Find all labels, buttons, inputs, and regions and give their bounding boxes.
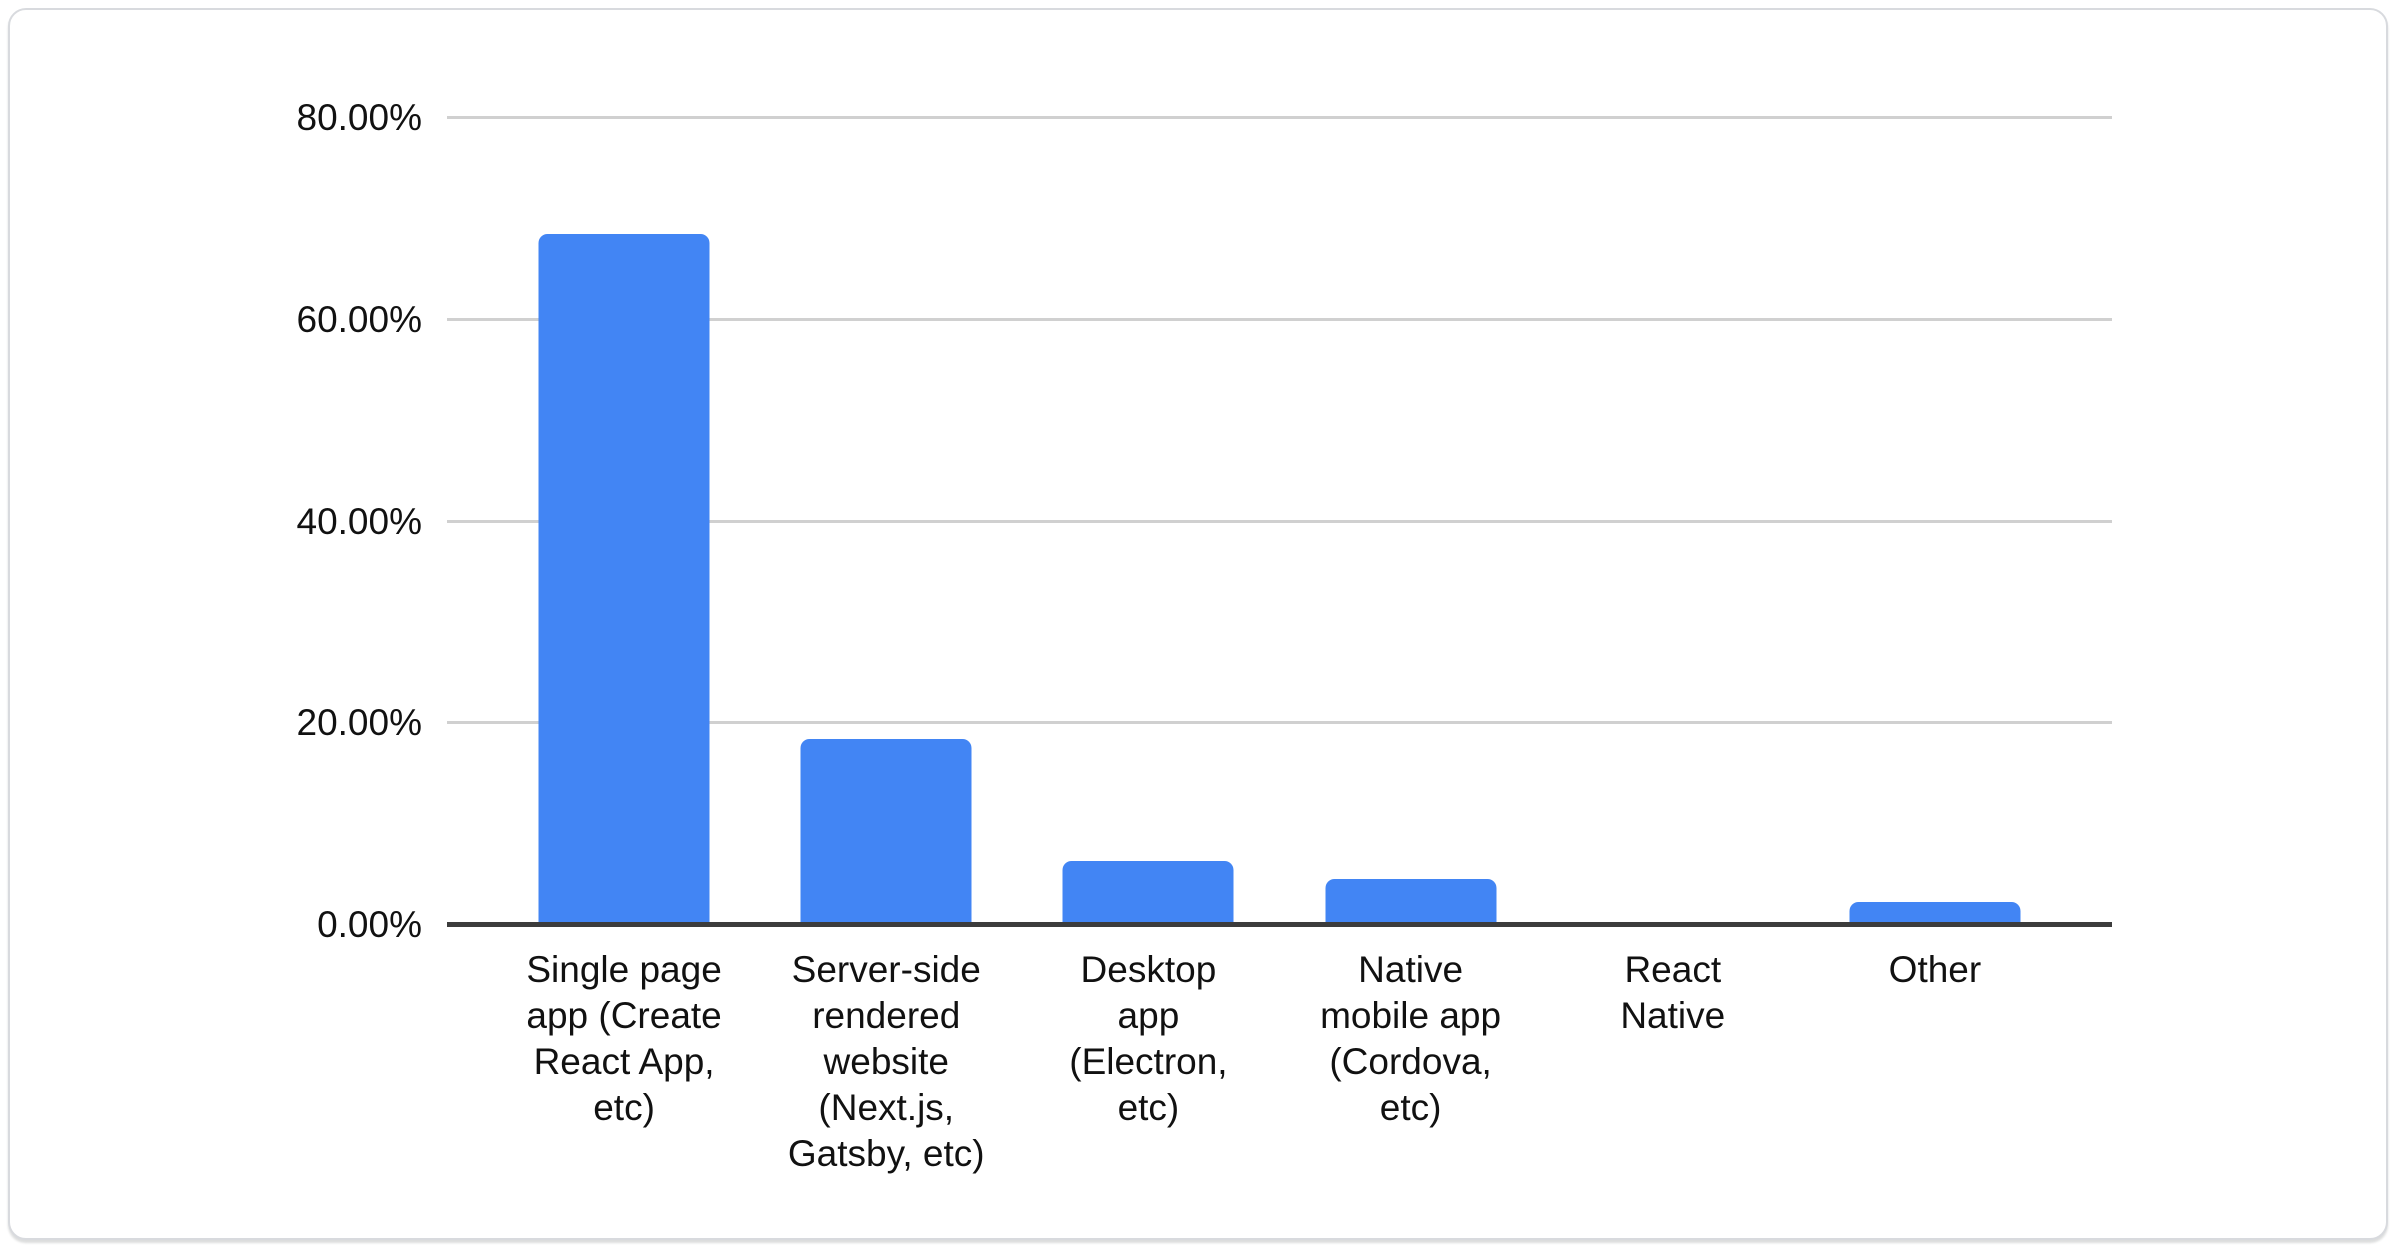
x-category-label-text: React Native [1620,949,1726,1036]
gridline-80 [447,116,2112,119]
x-category-label: Server-side rendered website (Next.js, G… [755,947,1017,1177]
bar-1 [538,234,710,925]
y-tick-label: 40.00% [296,500,423,542]
x-category-label-text: Desktop app (Electron, etc) [1069,949,1228,1128]
x-category-label-text: Native mobile app (Cordova, etc) [1320,949,1502,1128]
x-category-label: Single page app (Create React App, etc) [493,947,755,1177]
plot-area [447,116,2112,927]
x-category-label-text: Server-side rendered website (Next.js, G… [787,949,985,1174]
y-tick-label: 20.00% [296,702,423,744]
bars-row [493,118,2066,925]
bar-slot [1542,118,1804,925]
x-axis-labels: Single page app (Create React App, etc) S… [493,947,2066,1177]
x-category-label-text: Single page app (Create React App, etc) [526,949,722,1128]
y-tick-label: 60.00% [296,298,423,340]
gridline-40 [447,519,2112,523]
x-category-label: React Native [1542,947,1804,1177]
bar-6 [1849,901,2021,925]
bar-2 [800,739,972,925]
x-category-label: Native mobile app (Cordova, etc) [1280,947,1542,1177]
bar-4 [1325,878,1497,925]
bar-slot [1017,118,1279,925]
bar-slot [1280,118,1542,925]
x-category-label: Desktop app (Electron, etc) [1017,947,1279,1177]
y-tick-label: 80.00% [296,97,423,138]
bar-slot [1804,118,2066,925]
x-axis-line [447,922,2112,927]
bar-3 [1062,861,1234,925]
bar-slot [493,118,755,925]
chart-card: 0.00% 20.00% 40.00% 60.00% 80.00% Single pag… [8,8,2388,1240]
y-tick-label: 0.00% [317,904,422,945]
bar-slot [755,118,1017,925]
gridline-60 [447,317,2112,321]
x-category-label: Other [1804,947,2066,1177]
y-axis-labels: 0.00% 20.00% 40.00% 60.00% 80.00% [10,97,423,945]
x-category-label-text: Other [1888,949,1982,990]
gridline-20 [447,721,2112,725]
